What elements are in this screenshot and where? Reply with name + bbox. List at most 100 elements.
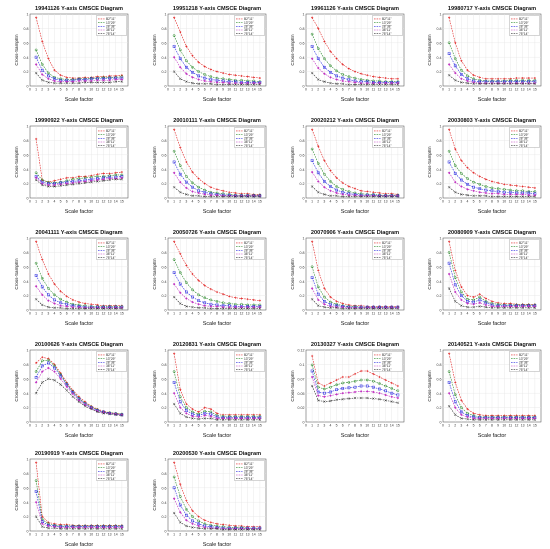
x-tick-label: 3 xyxy=(460,312,462,316)
data-point xyxy=(172,70,176,73)
data-point xyxy=(329,76,332,79)
y-axis-label: Cross-SampEn xyxy=(14,370,19,402)
data-point xyxy=(341,397,345,401)
data-point xyxy=(84,302,87,305)
data-point xyxy=(227,307,231,310)
data-point xyxy=(114,178,118,181)
data-point xyxy=(360,304,363,307)
data-point xyxy=(490,192,494,195)
data-point xyxy=(335,388,338,391)
y-tick-label: 0 xyxy=(165,197,167,201)
x-tick-label: 10 xyxy=(227,88,231,92)
x-tick-label: 7 xyxy=(348,200,350,204)
x-tick-label: 4 xyxy=(192,312,194,316)
x-tick-label: 7 xyxy=(348,424,350,428)
data-point xyxy=(203,195,207,198)
legend-label: 38°11" xyxy=(106,364,115,368)
data-point xyxy=(65,527,69,531)
data-point xyxy=(83,81,87,84)
x-tick-label: 7 xyxy=(210,200,212,204)
x-tick-label: 10 xyxy=(89,200,93,204)
data-point xyxy=(515,306,518,310)
legend-label: B2°11" xyxy=(382,241,392,245)
x-tick-label: 2 xyxy=(41,533,43,537)
x-tick-label: 7 xyxy=(485,312,487,316)
x-tick-label: 1 xyxy=(173,424,175,428)
data-point xyxy=(341,79,345,83)
data-point xyxy=(378,397,381,401)
series-line xyxy=(35,172,122,184)
y-tick-label: 0.2 xyxy=(24,406,29,410)
data-point xyxy=(246,525,249,528)
data-point xyxy=(527,76,530,80)
data-point xyxy=(484,305,488,309)
data-point xyxy=(203,73,207,76)
data-point xyxy=(533,306,537,310)
legend-label: 75°14" xyxy=(106,477,116,481)
data-point xyxy=(59,306,62,310)
legend-label: 75°14" xyxy=(244,256,254,260)
data-point xyxy=(478,301,482,305)
data-point xyxy=(120,78,124,81)
legend-box xyxy=(234,15,265,36)
data-point xyxy=(209,186,212,189)
data-point xyxy=(453,413,457,417)
data-point xyxy=(240,418,243,422)
data-point xyxy=(53,76,56,79)
x-tick-label: 6 xyxy=(66,312,68,316)
data-point xyxy=(172,295,176,299)
x-tick-label: 13 xyxy=(108,312,112,316)
series-line xyxy=(173,476,260,529)
data-point xyxy=(335,176,338,179)
data-point xyxy=(447,52,451,55)
data-point xyxy=(316,171,320,175)
y-tick-label: 0.6 xyxy=(24,153,29,157)
data-point xyxy=(40,525,44,528)
data-point xyxy=(77,400,81,404)
data-point xyxy=(453,393,457,396)
x-tick-label: 8 xyxy=(491,88,493,92)
x-tick-label: 9 xyxy=(222,88,224,92)
data-point xyxy=(460,290,463,294)
data-point xyxy=(453,71,457,75)
data-point xyxy=(47,272,50,276)
data-point xyxy=(34,381,38,384)
data-point xyxy=(53,69,56,72)
data-point xyxy=(41,515,44,518)
x-tick-label: 11 xyxy=(96,533,100,537)
data-point xyxy=(323,40,326,43)
data-point xyxy=(527,78,531,82)
legend-label: 38°11" xyxy=(244,140,253,144)
legend-label: 75°14" xyxy=(106,368,116,372)
legend-label: 75°14" xyxy=(519,144,529,148)
data-point xyxy=(65,389,69,392)
x-tick-label: 5 xyxy=(336,88,338,92)
data-point xyxy=(71,302,75,306)
y-tick-label: 0.6 xyxy=(162,41,167,45)
data-point xyxy=(460,59,463,62)
legend-label: 75°14" xyxy=(244,368,254,372)
data-point xyxy=(258,418,262,422)
data-point xyxy=(246,307,249,310)
data-point xyxy=(460,410,463,414)
legend-label: B2°11" xyxy=(382,353,392,357)
y-tick-label: 0.2 xyxy=(300,294,305,298)
x-tick-label: 5 xyxy=(473,312,475,316)
data-point xyxy=(533,418,537,422)
chart-title: 20070906 Y-axis CMSCE Diagram xyxy=(311,230,399,236)
data-point xyxy=(335,398,338,402)
legend-label: B2°11" xyxy=(244,129,254,133)
y-tick-label: 0.6 xyxy=(24,377,29,381)
data-point xyxy=(311,128,314,131)
data-point xyxy=(258,307,262,310)
data-point xyxy=(335,383,338,387)
data-point xyxy=(454,147,457,151)
y-tick-label: 1 xyxy=(165,458,167,462)
data-point xyxy=(185,518,188,522)
chart-title: 19951218 Y-axis CMSCE Diagram xyxy=(173,6,261,12)
data-point xyxy=(71,395,75,399)
y-axis-label: Cross-SampEn xyxy=(290,146,295,178)
data-point xyxy=(316,57,320,60)
data-point xyxy=(35,137,38,141)
data-point xyxy=(372,75,375,78)
